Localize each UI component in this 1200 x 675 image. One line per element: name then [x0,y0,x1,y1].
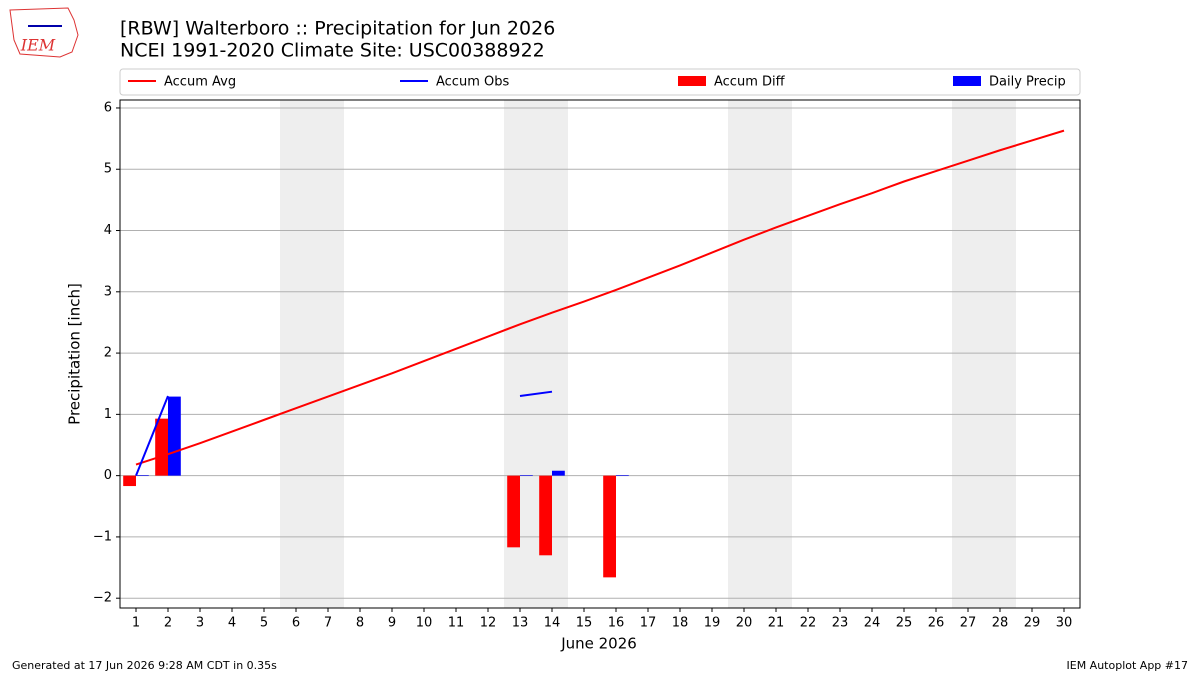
line [135,390,553,477]
x-axis-label: June 2026 [560,635,637,653]
x-tick-label: 27 [960,616,977,631]
x-tick-label: 9 [388,616,396,631]
x-tick-label: 13 [512,616,529,631]
x-tick-label: 29 [1024,616,1041,631]
x-tick-label: 15 [576,616,593,631]
bar [603,475,616,578]
x-tick-label: 7 [324,616,332,631]
y-tick-label: 1 [104,407,112,422]
logo-outline [9,7,79,58]
line [135,129,1065,466]
legend-label: Accum Obs [436,75,509,90]
x-tick-label: 20 [736,616,753,631]
x-tick-label: 26 [928,616,945,631]
y-tick-label: 6 [104,100,112,115]
x-tick-label: 3 [196,616,204,631]
bar [168,396,181,476]
y-tick-label: −2 [93,591,112,606]
bar [539,475,552,556]
legend-label: Daily Precip [989,75,1066,90]
y-tick-label: 5 [104,162,112,177]
x-tick-label: 12 [480,616,497,631]
x-tick-label: 10 [416,616,433,631]
x-tick-label: 22 [800,616,817,631]
x-tick-label: 5 [260,616,268,631]
legend-swatch [678,76,706,86]
bar [136,475,149,476]
bar [616,475,629,476]
y-tick-label: 4 [104,223,112,238]
x-tick-label: 17 [640,616,657,631]
chart-title: [RBW] Walterboro :: Precipitation for Ju… [120,18,555,40]
x-tick-label: 30 [1056,616,1073,631]
x-tick-label: 28 [992,616,1009,631]
weekend-shade [728,100,792,608]
y-tick-label: 0 [104,468,112,483]
x-tick-label: 21 [768,616,785,631]
legend-label: Accum Avg [164,75,236,90]
x-tick-label: 14 [544,616,561,631]
x-tick-label: 25 [896,616,913,631]
footnote-right: IEM Autoplot App #17 [1067,659,1189,672]
x-tick-label: 4 [228,616,236,631]
weekend-shade [952,100,1016,608]
y-axis-label: Precipitation [inch] [66,283,84,425]
logo: IEM [9,7,79,58]
x-tick-label: 6 [292,616,300,631]
x-tick-label: 24 [864,616,881,631]
weekend-shade [280,100,344,608]
x-tick-label: 2 [164,616,172,631]
y-tick-label: 3 [104,284,112,299]
x-tick-label: 8 [356,616,364,631]
x-tick-label: 23 [832,616,849,631]
legend-box [119,68,1081,96]
bar [155,418,168,476]
y-tick-label: −1 [93,529,112,544]
footnote-left: Generated at 17 Jun 2026 9:28 AM CDT in … [12,659,277,672]
x-tick-label: 18 [672,616,689,631]
bar [507,475,520,548]
chart-subtitle: NCEI 1991-2020 Climate Site: USC00388922 [120,40,545,62]
legend-label: Accum Diff [714,75,786,90]
legend-swatch [953,76,981,86]
x-tick-label: 16 [608,616,625,631]
x-tick-label: 1 [132,616,140,631]
plot-frame [119,99,1081,609]
logo-text: IEM [20,36,56,55]
bar [552,470,565,476]
bar [520,475,533,476]
x-tick-label: 19 [704,616,721,631]
y-tick-label: 2 [104,346,112,361]
x-tick-label: 11 [448,616,465,631]
bar [123,475,136,487]
